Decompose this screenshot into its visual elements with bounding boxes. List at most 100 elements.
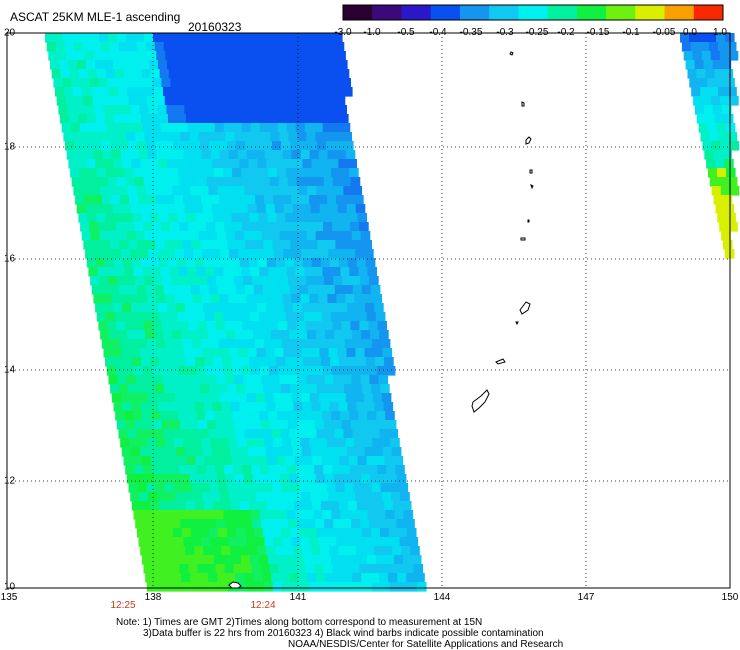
- swath-cell: [378, 474, 389, 484]
- swath-cell: [148, 204, 159, 214]
- swath-cell: [155, 96, 166, 106]
- swath-cell: [315, 276, 325, 286]
- swath-cell: [344, 582, 355, 592]
- swath-cell: [172, 330, 182, 340]
- swath-cell: [280, 573, 290, 583]
- swath-cell: [344, 384, 354, 394]
- swath-cell: [291, 51, 301, 61]
- footer-note-line-2: 3)Data buffer is 22 hrs from 20160323 4)…: [143, 628, 544, 639]
- swath-cell: [244, 429, 255, 439]
- swath-cell: [357, 456, 368, 466]
- swath-cell: [160, 267, 170, 277]
- swath-cell: [150, 69, 161, 79]
- swath-cell: [269, 321, 279, 331]
- swath-cell: [225, 519, 235, 529]
- swath-cell: [164, 384, 174, 394]
- swath-cell: [372, 438, 382, 448]
- swath-cell: [361, 429, 372, 439]
- swath-cell: [367, 366, 378, 376]
- product-date: 20160323: [188, 20, 242, 34]
- swath-cell: [104, 258, 115, 268]
- swath-cell: [338, 546, 348, 556]
- swath-cell: [330, 213, 340, 223]
- swath-cell: [189, 276, 199, 286]
- swath-cell: [186, 456, 197, 466]
- swath-cell: [351, 474, 362, 484]
- swath-cell: [224, 321, 234, 331]
- swath-cell: [323, 564, 334, 574]
- swath-cell: [399, 537, 410, 547]
- lon-label: 147: [577, 592, 595, 603]
- swath-cell: [279, 474, 290, 484]
- swath-cell: [307, 42, 318, 52]
- colorbar-segment: [430, 5, 461, 20]
- swath-cell: [75, 51, 85, 61]
- swath-cell: [263, 582, 274, 592]
- swath-cell: [192, 51, 202, 61]
- swath-cell: [236, 582, 247, 592]
- swath-cell: [179, 78, 189, 88]
- swath-cell: [214, 123, 225, 133]
- swath-cell: [86, 60, 96, 70]
- swath-cell: [289, 573, 299, 583]
- swath-cell: [228, 51, 238, 61]
- swath-cell: [389, 483, 400, 493]
- swath-cell: [157, 348, 168, 358]
- swath-cell: [215, 420, 226, 430]
- swath-cell: [715, 204, 726, 214]
- swath-cell: [213, 312, 224, 322]
- swath-cell: [233, 177, 244, 187]
- swath-cell: [265, 447, 276, 457]
- swath-cell: [213, 114, 223, 124]
- swath-cell: [312, 456, 323, 466]
- swath-cell: [294, 456, 305, 466]
- swath-cell: [121, 447, 132, 457]
- swath-cell: [178, 366, 189, 376]
- swath-cell: [360, 519, 370, 529]
- swath-cell: [149, 501, 160, 511]
- swath-cell: [317, 339, 328, 349]
- swath-cell: [385, 411, 395, 421]
- swath-cell: [135, 231, 146, 241]
- swath-cell: [275, 159, 285, 169]
- swath-cell: [249, 69, 260, 79]
- swath-cell: [319, 447, 330, 457]
- swath-cell: [192, 294, 202, 304]
- swath-cell: [337, 105, 347, 115]
- swath-cell: [347, 258, 358, 268]
- swath-cell: [273, 150, 284, 160]
- swath-cell: [272, 384, 282, 394]
- swath-cell: [242, 222, 252, 232]
- swath-cell: [73, 87, 83, 97]
- swath-cell: [232, 510, 243, 520]
- swath-cell: [336, 51, 346, 61]
- swath-cell: [274, 348, 285, 358]
- swath-cell: [242, 465, 252, 475]
- swath-cell: [350, 420, 361, 430]
- swath-cell: [187, 267, 197, 277]
- swath-cell: [294, 312, 305, 322]
- swath-cell: [72, 33, 82, 43]
- swath-cell: [254, 141, 264, 151]
- swath-cell: [343, 87, 353, 97]
- swath-cell: [289, 528, 300, 538]
- swath-cell: [244, 186, 254, 196]
- swath-cell: [222, 114, 232, 124]
- swath-cell: [259, 510, 270, 520]
- swath-cell: [370, 429, 381, 439]
- swath-cell: [707, 123, 718, 133]
- swath-cell: [173, 96, 184, 106]
- swath-cell: [76, 105, 86, 115]
- swath-cell: [321, 312, 332, 322]
- swath-cell: [320, 258, 331, 268]
- swath-cell: [359, 321, 369, 331]
- swath-cell: [358, 267, 368, 277]
- swath-cell: [292, 204, 303, 214]
- swath-cell: [268, 267, 278, 277]
- swath-cell: [86, 258, 97, 268]
- swath-cell: [349, 168, 359, 178]
- swath-cell: [256, 204, 267, 214]
- swath-cell: [278, 321, 288, 331]
- swath-cell: [335, 582, 346, 592]
- swath-cell: [284, 60, 294, 70]
